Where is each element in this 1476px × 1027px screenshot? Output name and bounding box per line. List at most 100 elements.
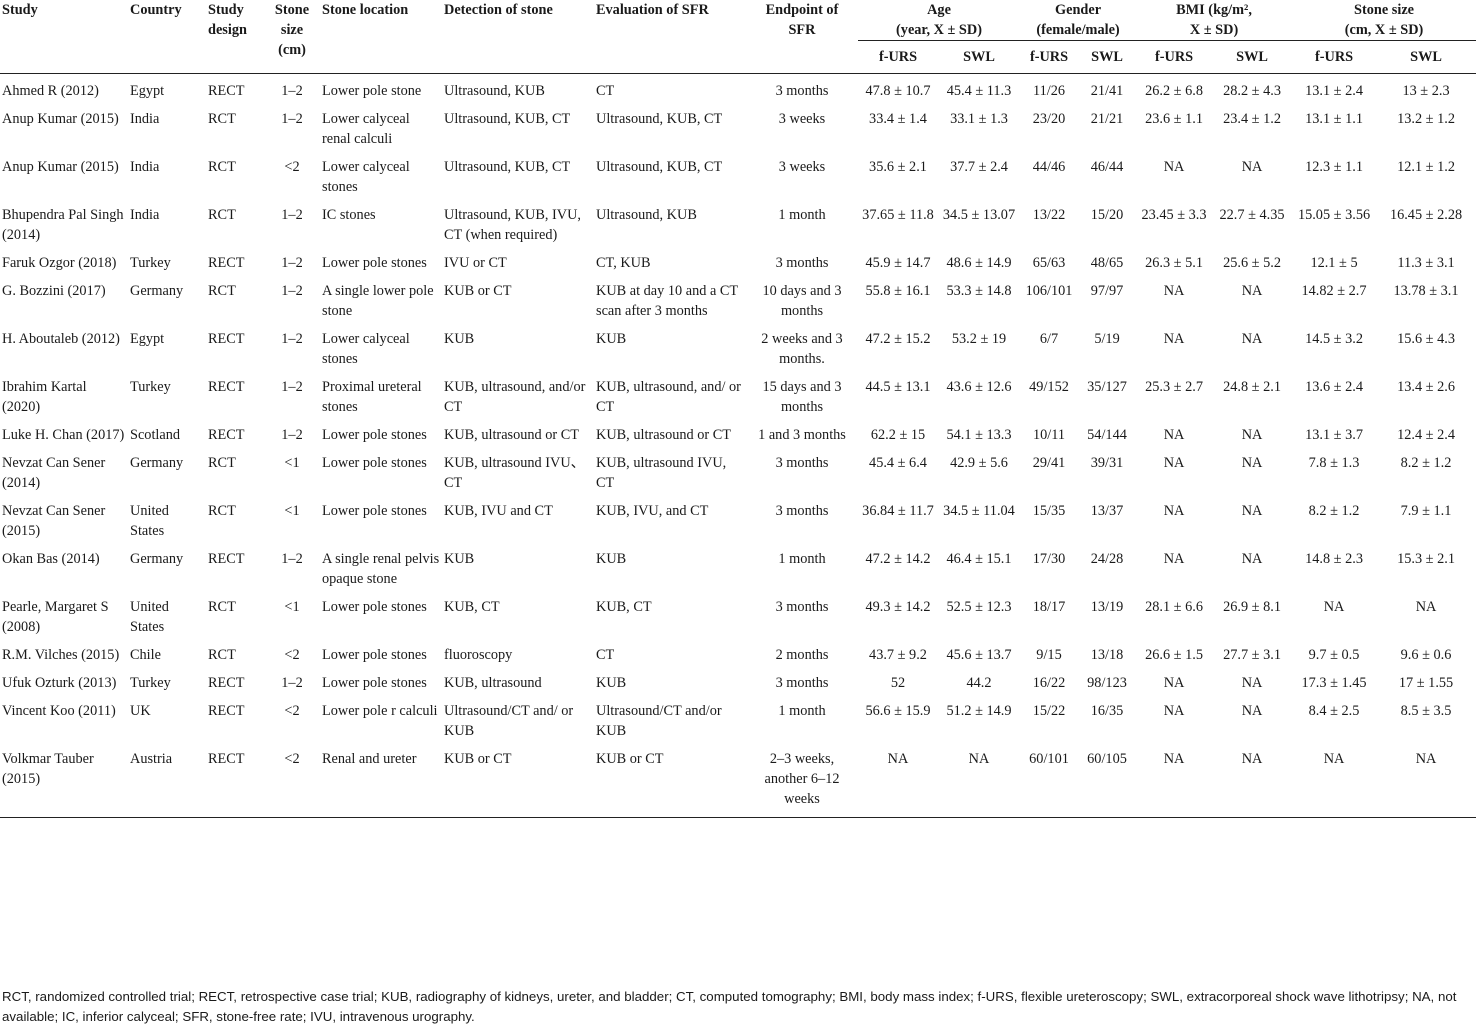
cell-detection: KUB <box>444 331 475 347</box>
cell-g-furs: 6/7 <box>1039 331 1059 347</box>
cell-study: Okan Bas (2014) <box>2 551 100 567</box>
cell-bmi-swl: 25.6 ± 5.2 <box>1223 255 1281 271</box>
cell-g-swl: 60/105 <box>1087 751 1127 767</box>
cell-study: Faruk Ozgor (2018) <box>2 255 117 271</box>
cell-country: Turkey <box>130 379 171 395</box>
table-row: H. Aboutaleb (2012) Egypt RECT 1–2 Lower cal… <box>0 321 1476 369</box>
cell-age-furs: 47.8 ± 10.7 <box>865 83 931 99</box>
cell-age-furs: 43.7 ± 9.2 <box>869 647 927 663</box>
cell-size: <1 <box>284 503 300 519</box>
header-ss-furs: f-URS <box>1314 49 1354 65</box>
cell-design: RCT <box>208 503 236 519</box>
cell-study: Ibrahim Kartal (2020) <box>2 379 87 415</box>
cell-ss-swl: 13.78 ± 3.1 <box>1393 283 1459 299</box>
cell-g-swl: 35/127 <box>1087 379 1127 395</box>
cell-g-furs: 23/20 <box>1032 111 1066 127</box>
cell-age-swl: 34.5 ± 11.04 <box>943 503 1015 519</box>
cell-g-furs: 60/101 <box>1029 751 1069 767</box>
cell-age-swl: 37.7 ± 2.4 <box>950 159 1008 175</box>
cell-ss-swl: 11.3 ± 3.1 <box>1397 255 1455 271</box>
cell-bmi-swl: NA <box>1241 331 1263 347</box>
cell-g-furs: 10/11 <box>1032 427 1066 443</box>
cell-endpoint: 3 weeks <box>778 159 826 175</box>
table-row: Nevzat Can Sener (2014) Germany RCT <1 Lower… <box>0 445 1476 493</box>
cell-size: 1–2 <box>281 111 303 127</box>
cell-g-furs: 18/17 <box>1032 599 1066 615</box>
cell-bmi-swl: NA <box>1241 703 1263 719</box>
cell-evaluation: KUB <box>596 551 627 567</box>
cell-age-swl: 46.4 ± 15.1 <box>946 551 1012 567</box>
cell-country: India <box>130 111 160 127</box>
cell-ss-furs: NA <box>1323 599 1345 615</box>
cell-age-swl: 33.1 ± 1.3 <box>950 111 1008 127</box>
cell-location: Lower pole stones <box>322 599 427 615</box>
cell-evaluation: KUB or CT <box>596 751 664 767</box>
header-stone-size-cm: Stone size (cm) <box>274 2 310 58</box>
cell-ss-swl: 16.45 ± 2.28 <box>1389 207 1463 223</box>
cell-bmi-furs: 26.2 ± 6.8 <box>1145 83 1203 99</box>
cell-age-swl: 51.2 ± 14.9 <box>946 703 1012 719</box>
cell-age-furs: NA <box>887 751 909 767</box>
cell-country: Austria <box>130 751 173 767</box>
cell-design: RECT <box>208 427 245 443</box>
cell-evaluation: Ultrasound, KUB <box>596 207 697 223</box>
cell-study: Volkmar Tauber (2015) <box>2 751 94 787</box>
cell-location: Proximal ureteral stones <box>322 379 422 415</box>
cell-bmi-furs: NA <box>1163 455 1185 471</box>
cell-bmi-swl: 24.8 ± 2.1 <box>1223 379 1281 395</box>
cell-bmi-swl: NA <box>1241 503 1263 519</box>
cell-evaluation: KUB, ultrasound IVU, CT <box>596 455 727 491</box>
table-row: Vincent Koo (2011) UK RECT <2 Lower pole r c… <box>0 693 1476 741</box>
cell-country: United States <box>130 599 169 635</box>
cell-study: H. Aboutaleb (2012) <box>2 331 120 347</box>
cell-location: Lower pole stones <box>322 255 427 271</box>
cell-g-furs: 9/15 <box>1036 647 1062 663</box>
cell-ss-furs: NA <box>1323 751 1345 767</box>
cell-bmi-furs: 25.3 ± 2.7 <box>1145 379 1203 395</box>
cell-detection: KUB or CT <box>444 751 512 767</box>
cell-country: India <box>130 159 160 175</box>
cell-ss-furs: 15.05 ± 3.56 <box>1297 207 1371 223</box>
cell-location: Lower pole stone <box>322 83 422 99</box>
cell-location: A single lower pole stone <box>322 283 434 319</box>
cell-age-furs: 44.5 ± 13.1 <box>865 379 931 395</box>
cell-detection: KUB, IVU and CT <box>444 503 553 519</box>
cell-size: 1–2 <box>281 331 303 347</box>
cell-ss-swl: 17 ± 1.55 <box>1398 675 1454 691</box>
cell-evaluation: KUB, CT <box>596 599 652 615</box>
cell-g-swl: 21/21 <box>1090 111 1124 127</box>
cell-detection: Ultrasound, KUB, IVU, CT (when required) <box>444 207 582 243</box>
table-row: Luke H. Chan (2017) Scotland RECT 1–2 Lower … <box>0 417 1476 445</box>
cell-evaluation: KUB at day 10 and a CT scan after 3 mont… <box>596 283 738 319</box>
cell-g-swl: 5/19 <box>1094 331 1120 347</box>
cell-size: 1–2 <box>281 427 303 443</box>
cell-location: Lower calyceal stones <box>322 159 410 195</box>
table-wrapper: Study Country Study design Stone size (cm) … <box>0 0 1476 818</box>
cell-detection: KUB, ultrasound, and/or CT <box>444 379 586 415</box>
cell-detection: KUB, ultrasound <box>444 675 542 691</box>
study-characteristics-table: Study Country Study design Stone size (cm) … <box>0 0 1476 807</box>
cell-bmi-swl: 27.7 ± 3.1 <box>1223 647 1281 663</box>
cell-age-swl: 43.6 ± 12.6 <box>946 379 1012 395</box>
cell-ss-swl: 15.6 ± 4.3 <box>1397 331 1455 347</box>
cell-age-swl: 45.4 ± 11.3 <box>946 83 1012 99</box>
cell-size: <2 <box>284 647 300 663</box>
cell-country: Turkey <box>130 255 171 271</box>
table-row: Bhupendra Pal Singh (2014) India RCT 1–2 IC … <box>0 197 1476 245</box>
cell-ss-swl: 8.5 ± 3.5 <box>1400 703 1452 719</box>
cell-size: <2 <box>284 751 300 767</box>
cell-size: <2 <box>284 703 300 719</box>
cell-location: Lower pole stones <box>322 647 427 663</box>
header-age-furs: f-URS <box>878 49 918 65</box>
cell-study: Bhupendra Pal Singh (2014) <box>2 207 124 243</box>
cell-bmi-furs: 28.1 ± 6.6 <box>1145 599 1203 615</box>
header-age-swl: SWL <box>963 49 995 65</box>
cell-country: Egypt <box>130 331 165 347</box>
cell-ss-swl: 13 ± 2.3 <box>1402 83 1450 99</box>
header-gender: Gender (female/male) <box>1020 0 1137 41</box>
cell-study: Luke H. Chan (2017) <box>2 427 125 443</box>
header-study: Study <box>2 2 38 18</box>
cell-design: RECT <box>208 83 245 99</box>
cell-design: RECT <box>208 255 245 271</box>
table-row: Ahmed R (2012) Egypt RECT 1–2 Lower pole sto… <box>0 71 1476 101</box>
